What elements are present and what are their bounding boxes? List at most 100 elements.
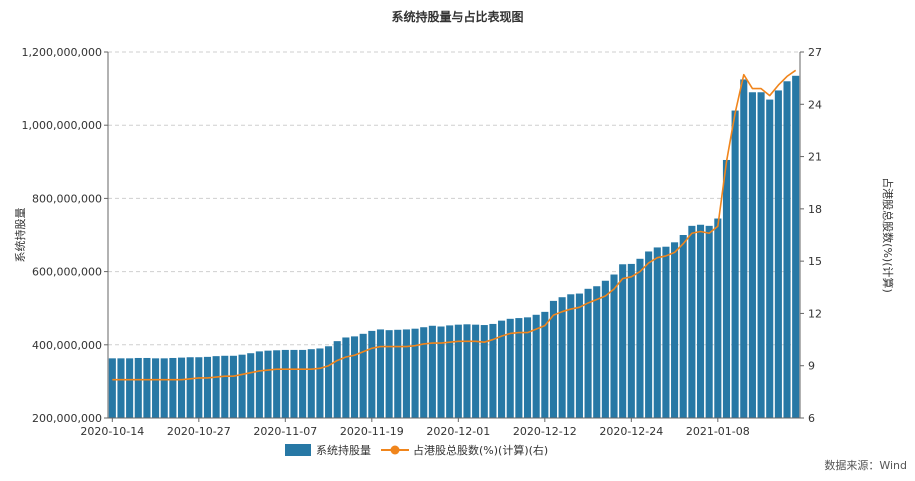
bar xyxy=(593,286,601,418)
bar xyxy=(679,235,687,418)
bar xyxy=(446,325,454,418)
bar xyxy=(108,358,116,418)
bar xyxy=(463,324,471,418)
bar xyxy=(359,333,367,418)
bar xyxy=(411,328,419,418)
bar xyxy=(160,358,168,418)
bar xyxy=(454,324,462,418)
x-tick-label: 2020-11-07 xyxy=(253,425,317,438)
y-tick-label: 800,000,000 xyxy=(32,192,102,205)
y2-tick-label: 18 xyxy=(808,203,822,216)
bar xyxy=(264,350,272,418)
bar xyxy=(212,356,220,418)
bar xyxy=(368,330,376,418)
bar xyxy=(731,110,739,418)
y-tick-label: 1,200,000,000 xyxy=(22,46,102,59)
bar xyxy=(541,311,549,418)
y2-axis-title: 占港股总股数(%)(计算) xyxy=(881,177,895,293)
bar xyxy=(584,288,592,418)
bar xyxy=(402,329,410,418)
bar xyxy=(255,351,263,418)
bar xyxy=(506,318,514,418)
bar xyxy=(290,349,298,418)
bar xyxy=(247,353,255,418)
bar xyxy=(792,75,800,418)
y2-tick-label: 6 xyxy=(808,412,815,425)
y-tick-label: 400,000,000 xyxy=(32,339,102,352)
bar xyxy=(325,346,333,418)
y2-tick-label: 27 xyxy=(808,46,822,59)
bar xyxy=(472,324,480,418)
bar xyxy=(342,337,350,418)
bar xyxy=(420,327,428,418)
bar xyxy=(203,356,212,418)
bar xyxy=(489,323,497,418)
bar xyxy=(177,357,186,418)
bar xyxy=(126,358,134,418)
bar xyxy=(134,357,142,418)
bar xyxy=(567,294,575,418)
legend-bar-label: 系统持股量 xyxy=(316,444,371,457)
bar xyxy=(636,258,644,418)
y-tick-label: 600,000,000 xyxy=(32,266,102,279)
bar xyxy=(662,246,670,418)
bar xyxy=(774,90,782,419)
bar xyxy=(307,349,315,418)
bar xyxy=(653,247,661,418)
bar xyxy=(281,349,289,418)
bar xyxy=(619,264,627,418)
bar xyxy=(549,300,558,418)
bar xyxy=(627,263,635,418)
bar xyxy=(523,317,532,418)
bar xyxy=(688,225,696,418)
bar xyxy=(428,325,436,418)
legend-item-line[interactable]: 占港股总股数(%)(计算)(右) xyxy=(381,442,548,458)
x-tick-label: 2020-12-01 xyxy=(426,425,490,438)
source-note: 数据来源：Wind xyxy=(824,459,907,472)
bar xyxy=(696,224,705,418)
bar xyxy=(238,354,246,418)
bar xyxy=(299,349,307,418)
bar xyxy=(705,225,713,418)
bar xyxy=(186,357,194,418)
x-tick-label: 2021-01-08 xyxy=(686,425,750,438)
bar xyxy=(714,218,722,418)
bar xyxy=(757,92,765,418)
bar xyxy=(221,355,229,418)
bar xyxy=(229,355,237,418)
bar xyxy=(117,358,125,418)
y-tick-label: 200,000,000 xyxy=(32,412,102,425)
bar xyxy=(645,251,653,418)
bar xyxy=(671,242,679,418)
x-tick-label: 2020-10-27 xyxy=(167,425,231,438)
bar xyxy=(748,92,756,418)
legend-line-label: 占港股总股数(%)(计算)(右) xyxy=(413,444,549,457)
bar xyxy=(532,314,540,418)
legend-bar-swatch xyxy=(285,444,311,456)
bar xyxy=(783,81,791,418)
bar xyxy=(766,99,774,418)
bar xyxy=(740,79,748,418)
bar xyxy=(498,320,506,418)
chart-title: 系统持股量与占比表现图 xyxy=(391,10,524,24)
bar xyxy=(722,159,731,418)
x-tick-label: 2020-12-12 xyxy=(513,425,577,438)
bar xyxy=(394,329,402,418)
bar xyxy=(558,297,566,418)
y-tick-label: 1,000,000,000 xyxy=(22,119,102,132)
y-axis-title: 系统持股量 xyxy=(13,208,27,263)
x-tick-label: 2020-11-19 xyxy=(340,425,404,438)
bar xyxy=(376,329,385,418)
legend-item-bar[interactable]: 系统持股量 xyxy=(285,442,371,458)
bar xyxy=(480,325,488,418)
bar xyxy=(575,293,583,418)
legend-line-swatch xyxy=(381,445,409,455)
line-series xyxy=(112,69,797,381)
x-tick-label: 2020-10-14 xyxy=(80,425,144,438)
y2-tick-label: 21 xyxy=(808,151,822,164)
bar xyxy=(601,280,609,418)
bar xyxy=(385,330,393,418)
bar xyxy=(333,341,341,418)
